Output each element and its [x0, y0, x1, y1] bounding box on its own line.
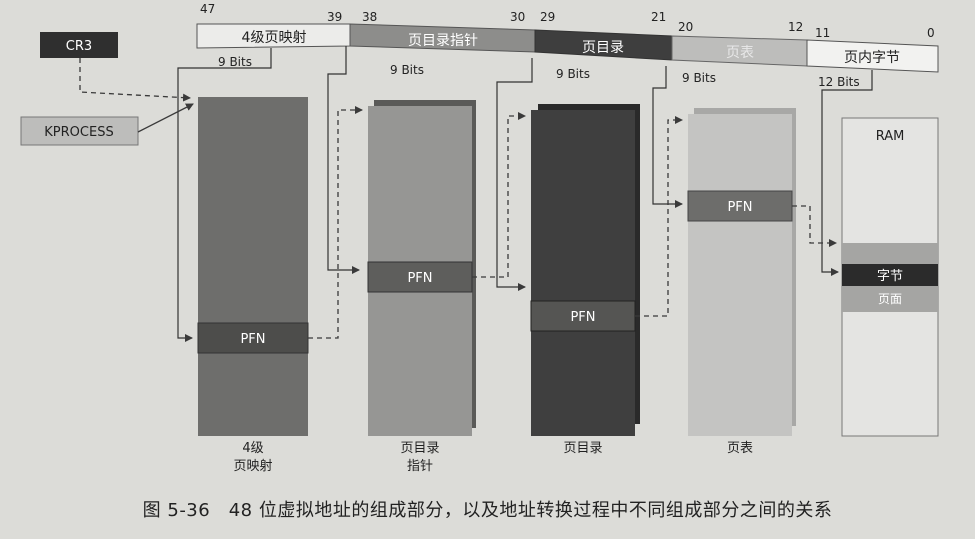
table-pt-pfn-label: PFN	[727, 200, 752, 215]
segment-label-pdpt: 页目录指针	[408, 33, 478, 49]
segment-offset	[806, 39, 939, 73]
table-pt-pfn-entry	[687, 190, 793, 222]
bit-tick: 30	[510, 10, 525, 24]
ram-title: RAM	[876, 129, 905, 144]
cr3-arrow	[79, 58, 191, 102]
table-pt-caption-line1: 页表	[727, 441, 753, 456]
segment-label-pml4: 4级页映射	[242, 30, 307, 46]
table-pd: PFN 页目录	[530, 104, 640, 456]
bits-label-pdpt: 9 Bits	[390, 63, 424, 77]
segment-label-pd: 页目录	[582, 40, 624, 56]
table-pt-body	[688, 114, 792, 436]
pfn-links	[308, 106, 837, 339]
table-pdpt: PFN 页目录 指针	[367, 100, 476, 474]
bit-ticks: 47 39 38 30 29 21 20 12 11 0	[200, 2, 935, 40]
virtual-address-bar: 4级页映射 页目录指针 页目录 页表 页内字节	[196, 23, 939, 73]
bit-tick: 0	[927, 26, 935, 40]
bits-label-pt: 9 Bits	[682, 71, 716, 85]
table-pd-pfn-entry	[530, 300, 636, 332]
bit-tick: 12	[788, 20, 803, 34]
table-pml4-pfn-label: PFN	[240, 332, 265, 347]
ram-page-label: 页面	[878, 292, 902, 306]
ram-byte-entry	[842, 264, 938, 286]
bit-tick: 38	[362, 10, 377, 24]
table-pd-pfn-label: PFN	[570, 310, 595, 325]
table-pml4-caption-line1: 4级	[242, 441, 263, 456]
bits-label-pml4: 9 Bits	[218, 55, 252, 69]
kprocess-box	[20, 116, 139, 146]
table-pdpt-caption-line1: 页目录	[400, 441, 439, 456]
table-pdpt-pfn-label: PFN	[407, 271, 432, 286]
ram-block: RAM 字节 页面	[841, 117, 939, 437]
segment-label-pt: 页表	[726, 45, 754, 61]
bit-tick: 20	[678, 20, 693, 34]
table-pml4-body	[198, 97, 308, 436]
bit-tick: 39	[327, 10, 342, 24]
bits-label-offset: 12 Bits	[818, 75, 860, 89]
table-pml4-caption-line2: 页映射	[233, 458, 272, 474]
kprocess-label: KPROCESS	[44, 125, 113, 140]
segment-leaders	[177, 46, 873, 342]
bit-tick: 11	[815, 26, 830, 40]
table-pml4: PFN 4级 页映射	[197, 97, 309, 474]
table-pdpt-caption-line2: 指针	[407, 459, 433, 474]
segment-label-offset: 页内字节	[844, 50, 900, 66]
bits-label-pd: 9 Bits	[556, 67, 590, 81]
table-pd-caption-line1: 页目录	[563, 441, 602, 456]
table-pml4-pfn-entry	[197, 322, 309, 354]
bit-tick: 29	[540, 10, 555, 24]
cr3-register	[40, 32, 118, 58]
bit-tick: 21	[651, 10, 666, 24]
ram-byte-label: 字节	[877, 269, 903, 284]
cr3-label: CR3	[66, 39, 92, 54]
kprocess-arrow	[137, 103, 194, 133]
figure-caption: 图 5-36 48 位虚拟地址的组成部分，以及地址转换过程中不同组成部分之间的关…	[142, 500, 833, 521]
table-pd-body	[531, 110, 635, 436]
table-pt: PFN 页表	[687, 108, 796, 456]
bit-tick: 47	[200, 2, 215, 16]
